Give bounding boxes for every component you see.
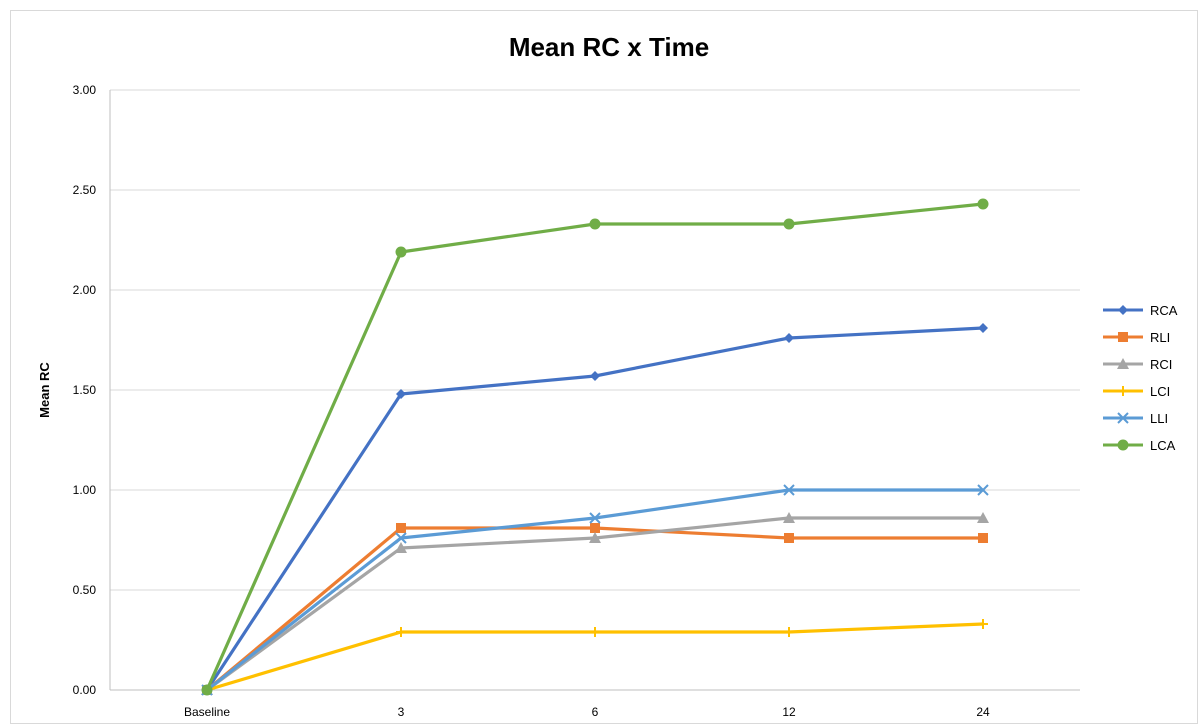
chart-frame xyxy=(10,10,1198,724)
legend-label: RLI xyxy=(1150,330,1170,345)
data-point xyxy=(396,523,406,533)
data-point xyxy=(396,389,406,399)
y-tick-label: 0.50 xyxy=(73,583,97,597)
data-point xyxy=(395,542,407,553)
data-point xyxy=(977,484,989,496)
legend-marker xyxy=(1117,412,1129,424)
data-point xyxy=(395,246,407,258)
data-point xyxy=(784,533,794,543)
legend-entry: RLI xyxy=(1103,330,1170,345)
axes: 0.00 0.50 1.00 1.50 2.00 2.50 3.00 Baseline 3 6 12… xyxy=(73,83,990,719)
series-lines xyxy=(201,198,989,696)
x-tick-label: 24 xyxy=(976,705,990,719)
series-line xyxy=(205,202,984,691)
legend-marker xyxy=(1117,358,1129,369)
data-point xyxy=(784,333,794,343)
series-line xyxy=(205,526,983,692)
y-tick-label: 2.00 xyxy=(73,283,97,297)
data-point xyxy=(977,512,989,523)
data-point xyxy=(589,512,601,524)
legend-marker xyxy=(1118,332,1128,342)
x-tick-label: Baseline xyxy=(184,705,230,719)
legend-label: RCA xyxy=(1150,303,1178,318)
data-point xyxy=(978,533,988,543)
data-point xyxy=(783,218,795,230)
data-point xyxy=(589,218,601,230)
data-point xyxy=(590,523,600,533)
y-tick-label: 3.00 xyxy=(73,83,97,97)
data-point xyxy=(783,484,795,496)
series-lca xyxy=(201,198,989,696)
x-tick-label: 3 xyxy=(398,705,405,719)
series-rca xyxy=(202,323,988,695)
data-point xyxy=(978,323,988,333)
legend-marker xyxy=(1118,386,1128,396)
y-tick-label: 1.50 xyxy=(73,383,97,397)
y-tick-label: 2.50 xyxy=(73,183,97,197)
legend-entry: LCA xyxy=(1103,438,1176,453)
data-point xyxy=(396,627,406,637)
data-point xyxy=(784,627,794,637)
data-point xyxy=(201,684,213,696)
legend-label: RCI xyxy=(1150,357,1172,372)
legend: RCA RLI RCI LCI LLI LCA xyxy=(1103,303,1178,453)
legend-label: LLI xyxy=(1150,411,1168,426)
series-line xyxy=(206,516,983,692)
chart-title: Mean RC x Time xyxy=(509,32,709,62)
legend-marker xyxy=(1118,305,1128,315)
gridlines xyxy=(110,89,1080,691)
data-point xyxy=(589,532,601,543)
y-axis-label: Mean RC xyxy=(37,362,52,418)
data-point xyxy=(590,371,600,381)
data-point xyxy=(590,627,600,637)
data-point xyxy=(783,512,795,523)
legend-entry: LLI xyxy=(1103,411,1168,426)
x-tick-label: 6 xyxy=(592,705,599,719)
legend-label: LCI xyxy=(1150,384,1170,399)
series-lci xyxy=(202,619,988,695)
y-tick-label: 0.00 xyxy=(73,683,97,697)
data-point xyxy=(978,619,988,629)
legend-entry: RCI xyxy=(1103,357,1172,372)
legend-entry: RCA xyxy=(1103,303,1178,318)
data-point xyxy=(395,532,407,544)
x-tick-label: 12 xyxy=(782,705,796,719)
series-lli xyxy=(201,484,989,696)
y-tick-label: 1.00 xyxy=(73,483,97,497)
legend-label: LCA xyxy=(1150,438,1176,453)
legend-marker xyxy=(1117,439,1129,451)
legend-entry: LCI xyxy=(1103,384,1170,399)
data-point xyxy=(977,198,989,210)
